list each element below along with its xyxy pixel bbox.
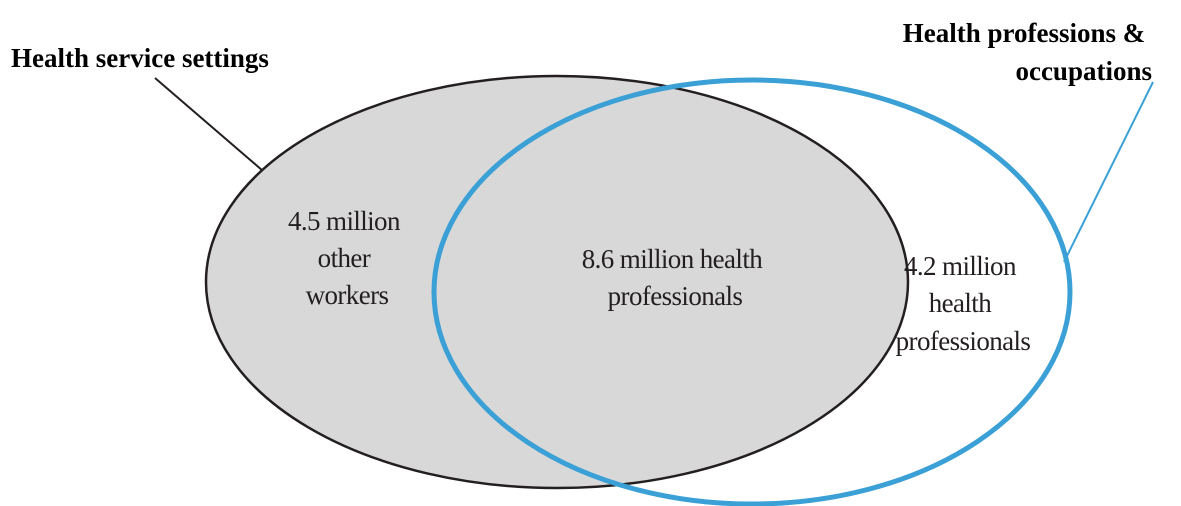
health-professions-ellipse	[431, 77, 1073, 506]
region-overlap-line2: professionals	[608, 281, 743, 311]
title-health-professions-line2: occupations	[1015, 56, 1152, 86]
region-right-only-line2: health	[929, 288, 992, 318]
left-leader-line	[154, 77, 271, 178]
right-leader-line	[1063, 81, 1154, 263]
title-health-service-settings: Health service settings	[11, 43, 269, 73]
health-service-settings-ellipse	[204, 74, 910, 490]
title-health-professions-line1: Health professions &	[903, 18, 1146, 48]
region-right-only-line1: 4.2 million	[904, 251, 1017, 281]
region-left-only-label: 4.5 million other workers	[288, 206, 406, 310]
region-right-only-label: 4.2 million health professionals	[896, 251, 1031, 356]
title-health-professions: Health professions & occupations	[903, 18, 1152, 86]
region-overlap-line1: 8.6 million health	[582, 244, 764, 274]
region-left-only-line2: other	[318, 243, 371, 273]
region-left-only-line1: 4.5 million	[288, 206, 401, 236]
region-overlap-label: 8.6 million health professionals	[582, 244, 769, 311]
region-left-only-line3: workers	[306, 280, 389, 310]
region-right-only-line3: professionals	[896, 326, 1031, 356]
